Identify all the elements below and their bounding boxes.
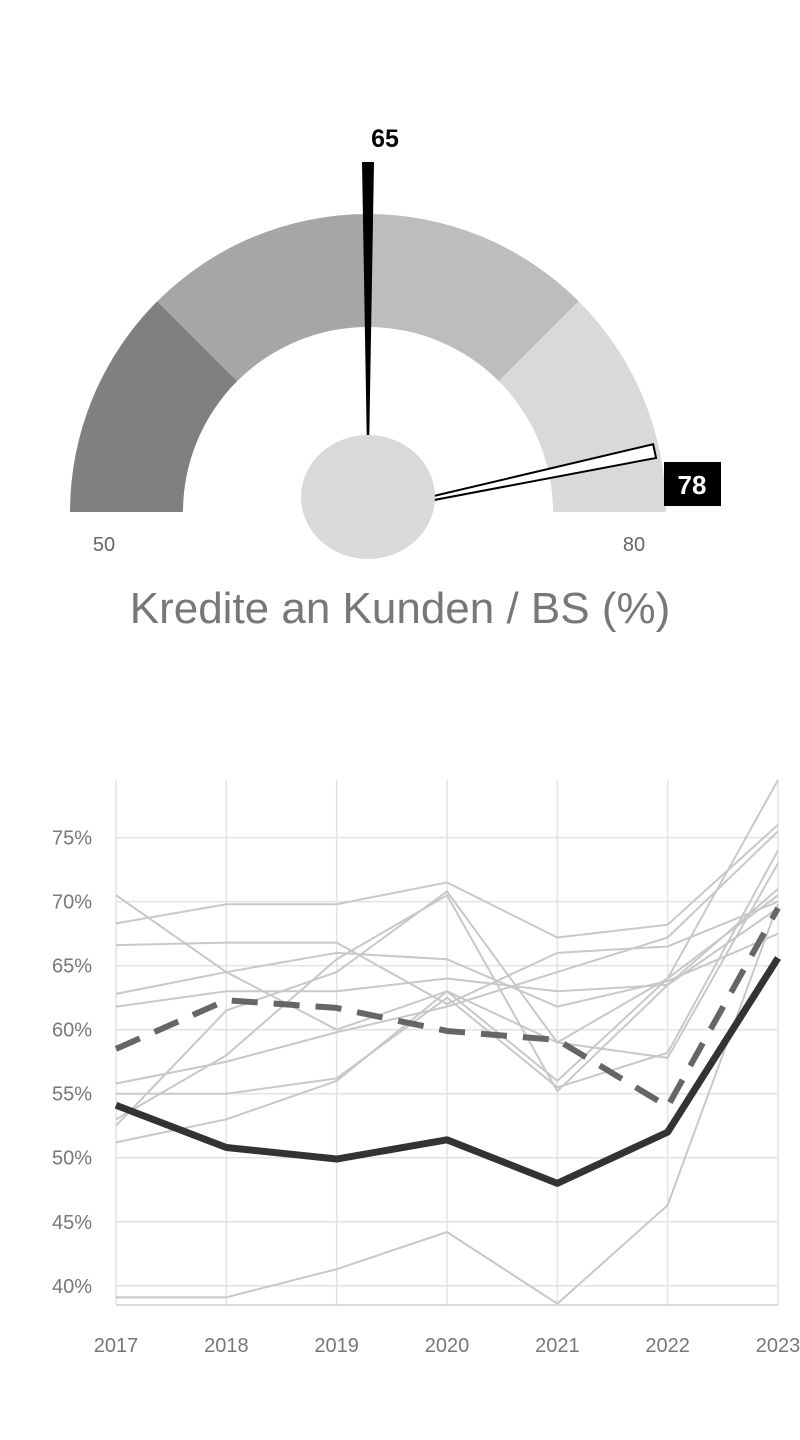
gauge-band-3: [368, 214, 579, 382]
series-line-12-dashed: [114, 906, 781, 1110]
series-line-9-thin: [115, 888, 779, 1121]
gauge-title: Kredite an Kunden / BS (%): [129, 584, 671, 633]
series-line-3-thin: [115, 900, 779, 1006]
x-tick-label: 2021: [535, 1335, 580, 1357]
gauge-hub: [301, 435, 435, 559]
x-tick-label: 2017: [94, 1335, 139, 1357]
gauge-band-1: [70, 301, 238, 512]
series-line-2-thin: [115, 824, 779, 939]
x-tick-label: 2019: [314, 1335, 359, 1357]
series-line-11-thin: [115, 890, 779, 1127]
series-line-6-thin: [115, 830, 779, 1085]
series-line-7-thin: [116, 849, 779, 1095]
series-line-4-thin: [115, 932, 779, 1008]
gauge-max-label: 80: [623, 534, 645, 556]
series-line-10-thin: [116, 903, 779, 1305]
x-tick-label: 2023: [756, 1335, 800, 1357]
gauge-benchmark-box: [664, 462, 721, 506]
y-tick-label: 65%: [52, 956, 92, 978]
y-tick-label: 40%: [52, 1276, 92, 1298]
gauge-chart: 65 78 50 80: [70, 125, 721, 559]
gauge-min-label: 50: [93, 534, 115, 556]
y-tick-label: 50%: [52, 1148, 92, 1170]
series-line-13-bold: [114, 956, 781, 1187]
x-tick-label: 2022: [645, 1335, 690, 1357]
y-tick-label: 60%: [52, 1020, 92, 1042]
gauge-benchmark-label: 78: [678, 470, 707, 500]
gauge-band-2: [157, 214, 368, 382]
grid: [115, 780, 779, 1306]
y-tick-label: 70%: [52, 892, 92, 914]
x-tick-labels: 2017 2018 2019 2020 2021 2022 2023: [94, 1335, 800, 1357]
y-tick-labels: 40% 45% 50% 55% 60% 65% 70% 75%: [52, 828, 92, 1298]
y-tick-label: 75%: [52, 828, 92, 850]
x-tick-label: 2020: [425, 1335, 470, 1357]
x-tick-label: 2018: [204, 1335, 249, 1357]
y-tick-label: 55%: [52, 1084, 92, 1106]
gauge-value-needle: [362, 162, 374, 452]
series-line-8-thin: [115, 862, 779, 1144]
gauge-value-label: 65: [371, 125, 399, 153]
y-tick-label: 45%: [52, 1212, 92, 1234]
series-layer: [114, 779, 781, 1305]
